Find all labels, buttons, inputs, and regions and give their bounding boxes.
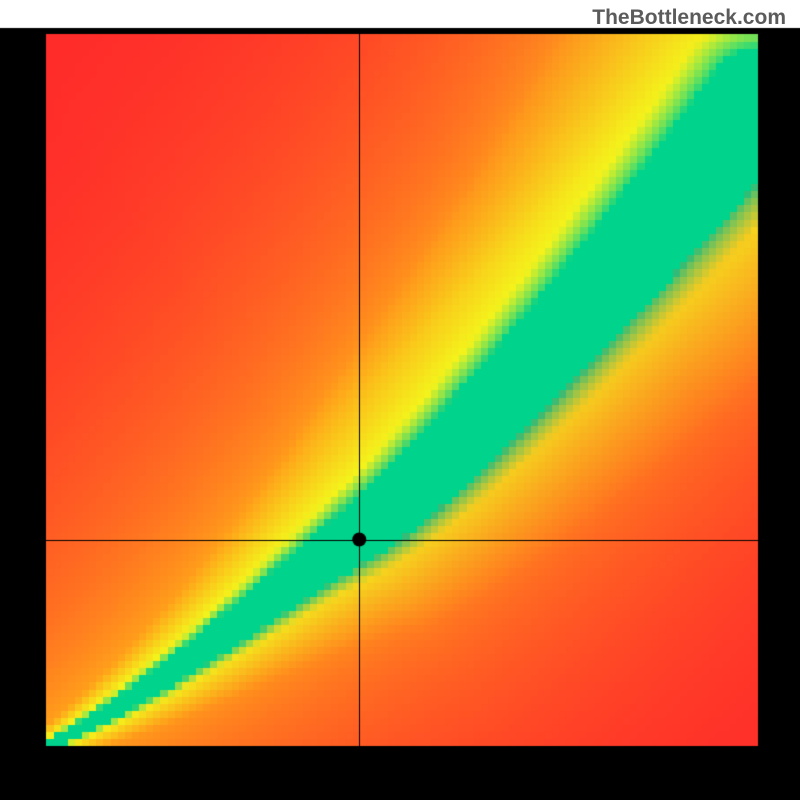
chart-container: TheBottleneck.com — [0, 0, 800, 800]
watermark-text: TheBottleneck.com — [592, 6, 786, 30]
heatmap-canvas — [0, 0, 800, 800]
